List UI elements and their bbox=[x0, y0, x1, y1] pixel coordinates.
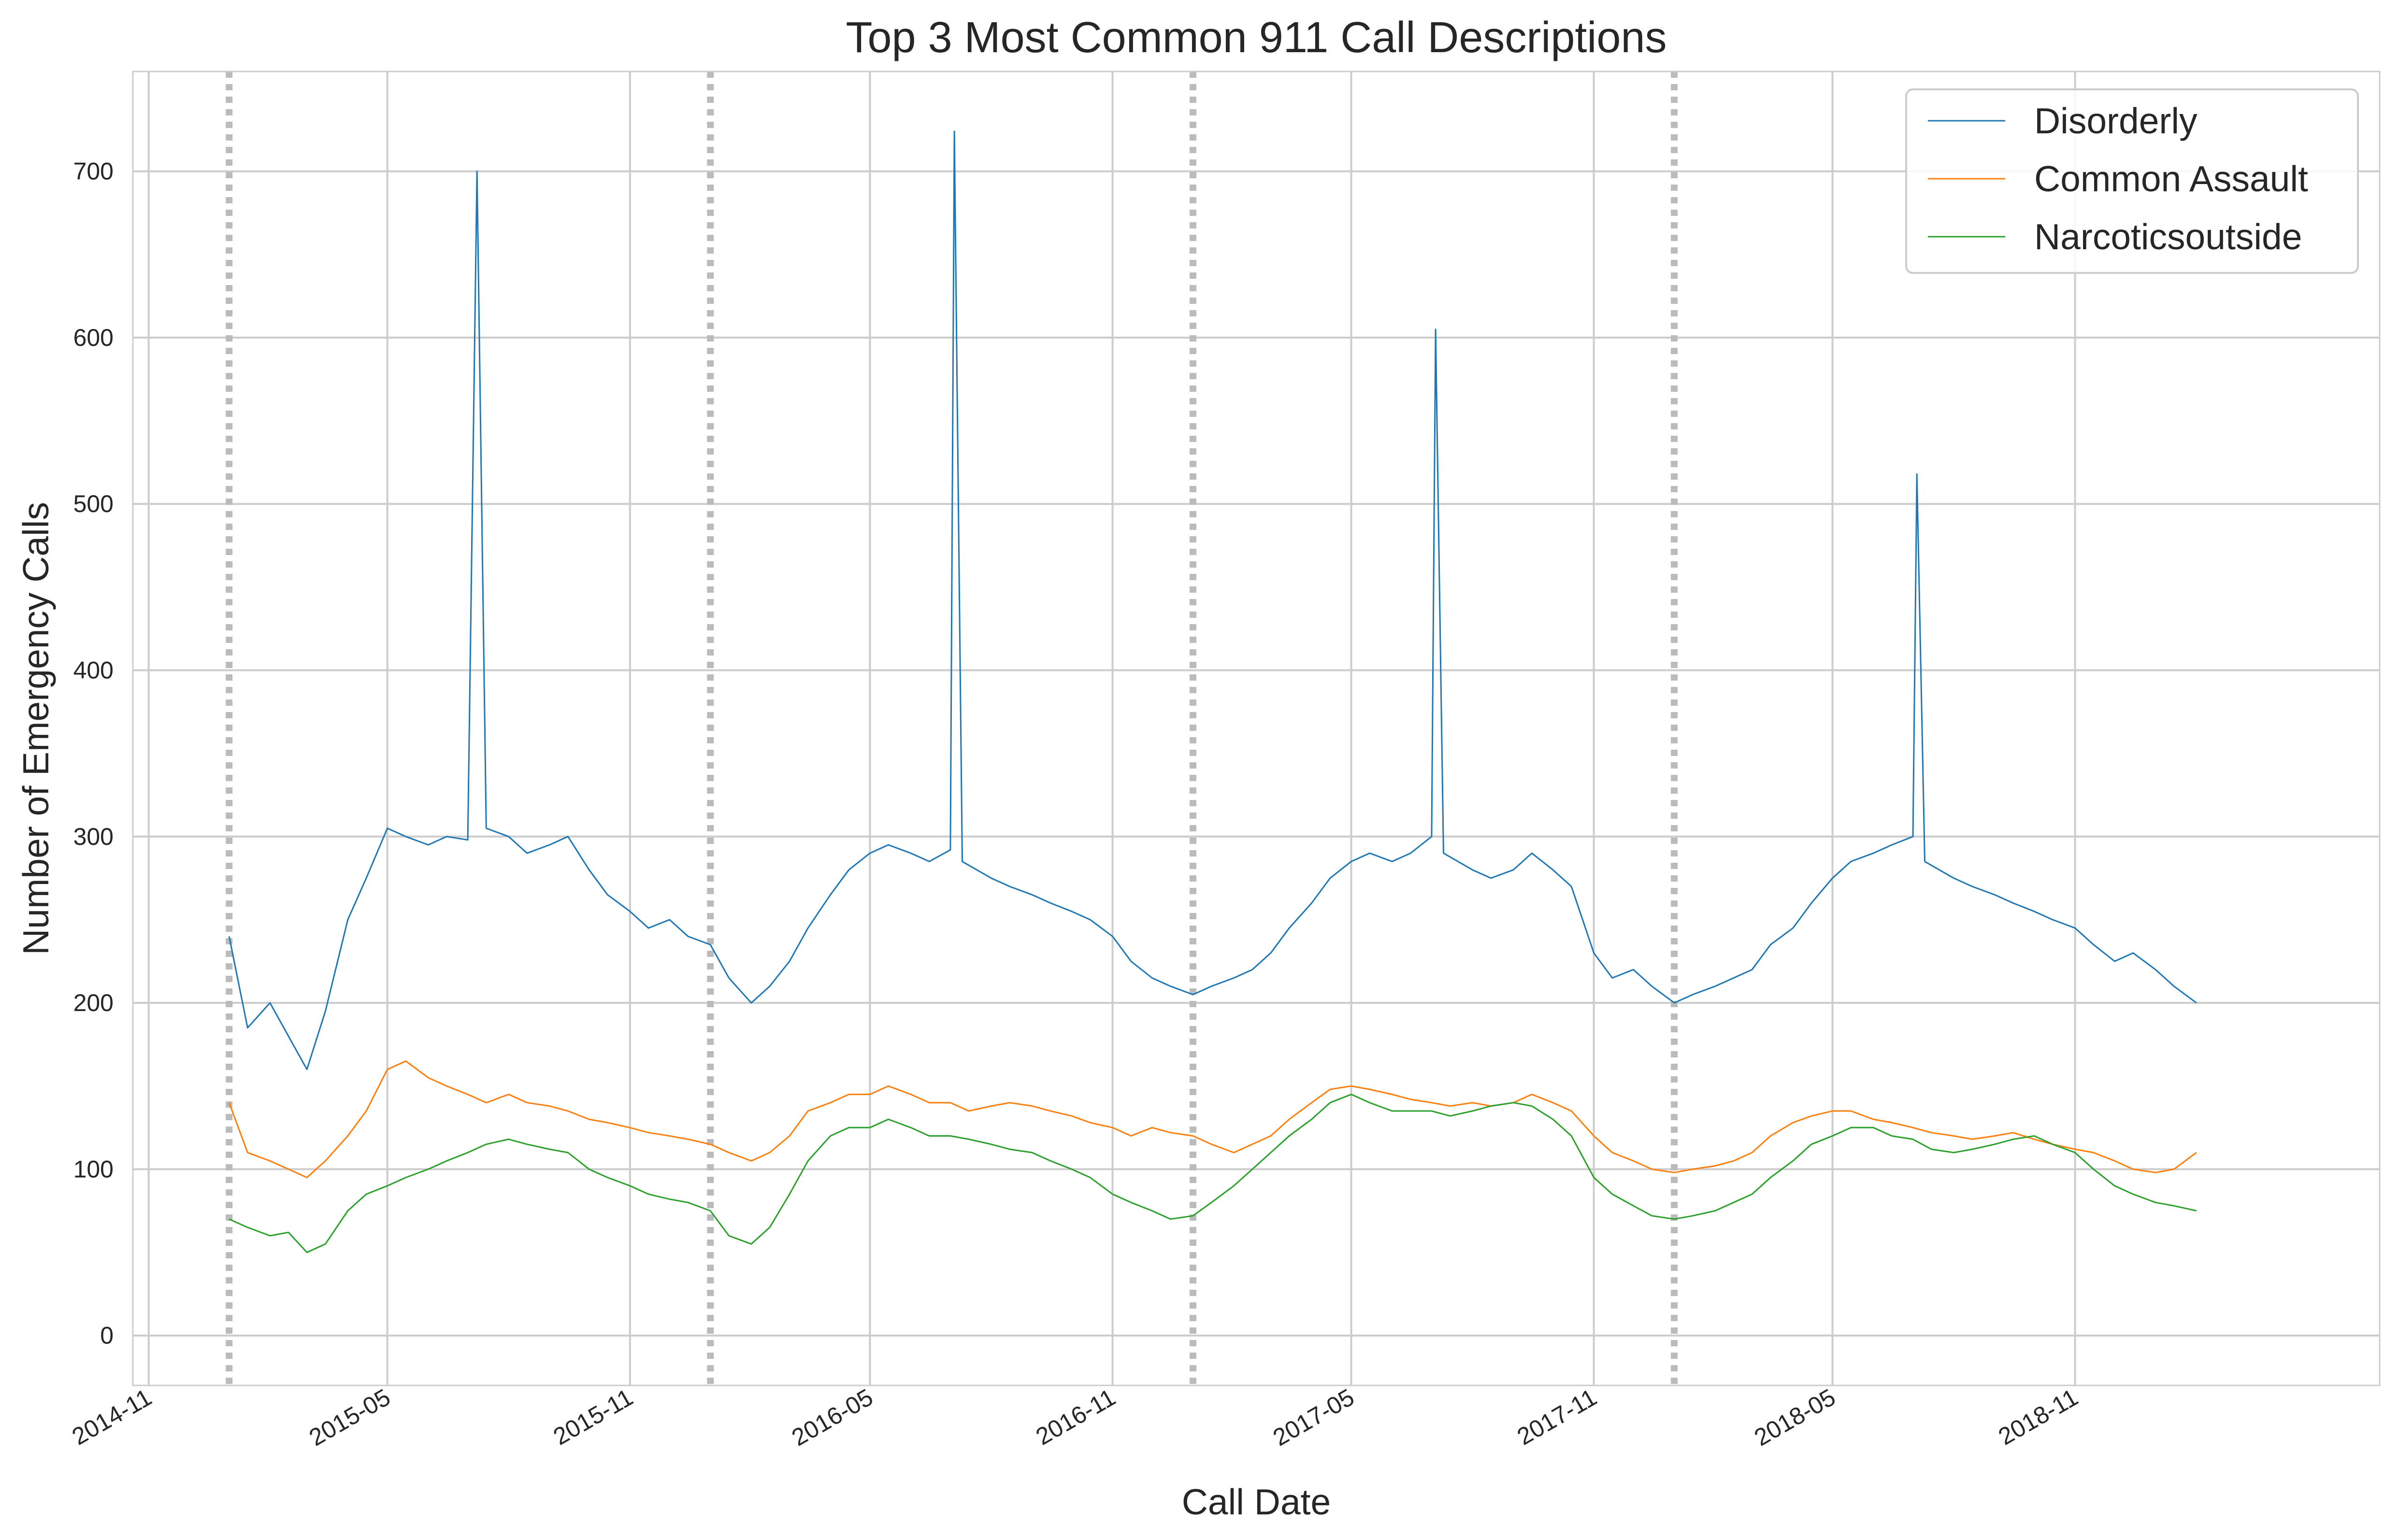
series-line-disorderly bbox=[228, 130, 2197, 1070]
legend-label-common-assault: Common Assault bbox=[2034, 158, 2308, 199]
x-tick-label: 2015-05 bbox=[304, 1383, 395, 1451]
y-tick-label: 100 bbox=[73, 1155, 114, 1183]
y-tick-label: 200 bbox=[73, 989, 114, 1016]
series-group bbox=[228, 130, 2197, 1254]
chart-title: Top 3 Most Common 911 Call Descriptions bbox=[846, 14, 1666, 62]
x-tick-label: 2016-05 bbox=[787, 1383, 877, 1451]
legend-label-disorderly: Disorderly bbox=[2034, 100, 2198, 141]
x-tick-label: 2017-05 bbox=[1268, 1383, 1359, 1451]
y-tick-label: 700 bbox=[73, 158, 114, 185]
y-axis-label: Number of Emergency Calls bbox=[15, 502, 56, 955]
series-line-narcoticsoutside bbox=[229, 1094, 2197, 1254]
y-tick-label: 600 bbox=[73, 324, 114, 351]
y-tick-label: 500 bbox=[73, 490, 114, 517]
legend: Disorderly Common Assault Narcoticsoutsi… bbox=[1905, 88, 2359, 274]
legend-box bbox=[1905, 88, 2359, 274]
x-tick-label: 2018-05 bbox=[1750, 1383, 1840, 1451]
x-tick-labels: 2014-11 2015-05 2015-11 2016-05 2016-11 2017-… bbox=[68, 1383, 2083, 1451]
series-line-common-assault bbox=[228, 1060, 2197, 1179]
plot-frame bbox=[132, 71, 2381, 1386]
y-tick-label: 400 bbox=[73, 656, 114, 684]
x-axis-label: Call Date bbox=[1182, 1482, 1331, 1522]
year-boundary-lines bbox=[226, 71, 1678, 1385]
grid bbox=[133, 71, 2380, 1385]
y-tick-label: 0 bbox=[100, 1322, 114, 1349]
x-tick-label: 2014-11 bbox=[68, 1383, 157, 1450]
y-tick-label: 300 bbox=[73, 823, 114, 850]
x-tick-label: 2016-11 bbox=[1031, 1383, 1120, 1450]
y-tick-labels: 0 100 200 300 400 500 600 700 bbox=[73, 158, 114, 1349]
x-tick-label: 2017-11 bbox=[1512, 1383, 1601, 1450]
x-tick-label: 2015-11 bbox=[549, 1383, 638, 1450]
legend-label-narcoticsoutside: Narcoticsoutside bbox=[2034, 216, 2302, 257]
x-tick-label: 2018-11 bbox=[1994, 1383, 2083, 1450]
